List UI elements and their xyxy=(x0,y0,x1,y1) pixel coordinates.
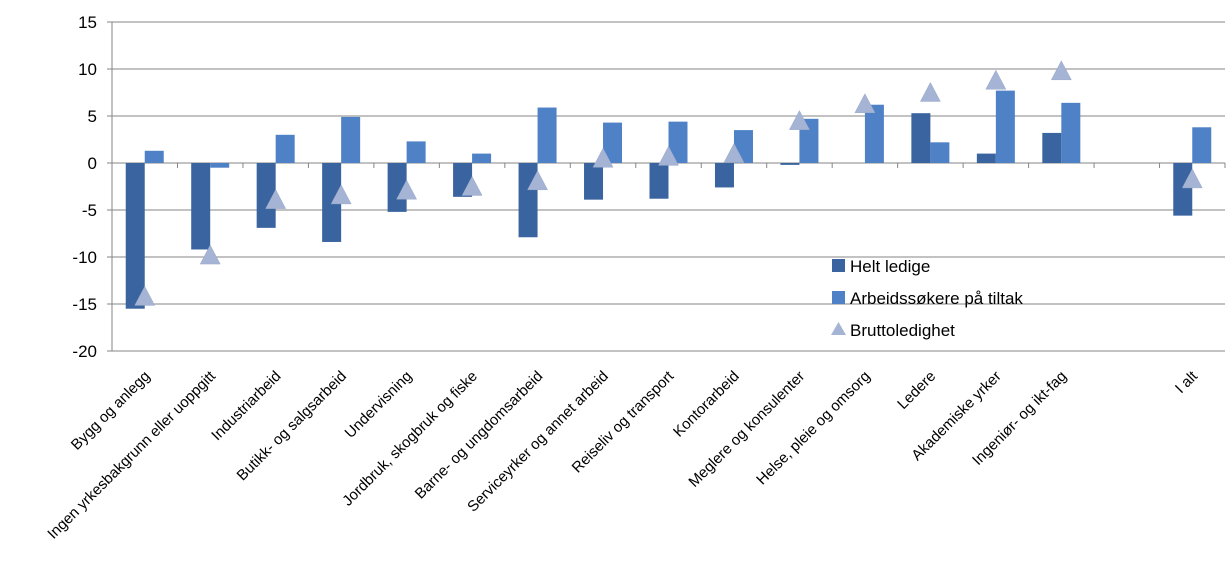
marker-bruttoledighet xyxy=(789,110,810,130)
bar-helt-ledige xyxy=(780,163,800,165)
y-tick-label: -20 xyxy=(72,342,97,361)
legend-swatch-helt-ledige xyxy=(832,259,845,272)
legend-swatch-arbeidssokere-pa-tiltak xyxy=(832,291,845,304)
bar-helt-ledige xyxy=(125,163,145,309)
x-tick-label: Barne- og ungdomsarbeid xyxy=(412,368,547,503)
x-tick-label: Jordbruk, skogbruk og fiske xyxy=(339,368,481,510)
bar-arbeidssokere-pa-tiltak xyxy=(668,121,688,163)
bar-helt-ledige xyxy=(518,163,538,238)
x-tick-label: Serviceyrker og annet arbeid xyxy=(464,368,612,516)
bar-arbeidssokere-pa-tiltak xyxy=(537,107,557,163)
y-tick-label: -10 xyxy=(72,248,97,267)
y-axis-tick-labels: 15 10 5 0 -5 -10 -15 -20 xyxy=(72,13,97,361)
bar-helt-ledige xyxy=(649,163,669,199)
grid-layer xyxy=(112,21,1225,352)
bar-arbeidssokere-pa-tiltak xyxy=(275,134,295,163)
bar-helt-ledige xyxy=(191,163,211,250)
bar-arbeidssokere-pa-tiltak xyxy=(1061,102,1081,163)
bar-helt-ledige xyxy=(1173,163,1193,216)
legend-label-bruttoledighet: Bruttoledighet xyxy=(850,321,955,340)
bar-arbeidssokere-pa-tiltak xyxy=(864,104,884,163)
marker-bruttoledighet xyxy=(919,81,941,102)
legend-label-arbeidssokere-pa-tiltak: Arbeidssøkere på tiltak xyxy=(850,289,1023,308)
y-tick-label: -15 xyxy=(72,295,97,314)
marker-bruttoledighet xyxy=(527,170,548,191)
x-tick-label: Butikk- og salgsarbeid xyxy=(234,368,350,484)
marker-bruttoledighet xyxy=(330,184,352,205)
marker-bruttoledighet xyxy=(723,143,745,163)
bar-helt-ledige xyxy=(976,153,996,163)
bar-helt-ledige xyxy=(714,163,734,188)
bar-helt-ledige xyxy=(387,163,407,212)
marker-bruttoledighet xyxy=(1181,168,1203,189)
bar-arbeidssokere-pa-tiltak xyxy=(144,150,164,163)
bar-arbeidssokere-pa-tiltak xyxy=(210,163,230,168)
bar-helt-ledige xyxy=(911,113,931,163)
bar-arbeidssokere-pa-tiltak xyxy=(1192,127,1212,163)
bar-helt-ledige xyxy=(584,163,604,200)
y-tick-label: 0 xyxy=(88,154,97,173)
bar-helt-ledige xyxy=(256,163,276,228)
bar-arbeidssokere-pa-tiltak xyxy=(406,141,426,163)
x-tick-label: I alt xyxy=(1172,367,1202,397)
x-tick-label: Undervisning xyxy=(342,368,416,442)
bar-arbeidssokere-pa-tiltak xyxy=(995,90,1015,163)
marker-bruttoledighet xyxy=(396,179,418,200)
marker-bruttoledighet xyxy=(265,189,287,209)
marker-bruttoledighet xyxy=(658,145,679,166)
marker-bruttoledighet xyxy=(592,147,614,168)
bar-layer xyxy=(125,90,1212,309)
y-tick-label: -5 xyxy=(82,201,97,220)
bar-arbeidssokere-pa-tiltak xyxy=(603,122,623,163)
x-tick-label: Ledere xyxy=(894,368,939,413)
bar-helt-ledige xyxy=(1042,132,1062,163)
bar-arbeidssokere-pa-tiltak xyxy=(930,142,950,163)
y-tick-label: 15 xyxy=(78,13,97,32)
marker-layer xyxy=(134,60,1203,306)
y-tick-label: 10 xyxy=(78,60,97,79)
marker-bruttoledighet xyxy=(854,93,876,113)
x-tick-label: Meglere og konsulenter xyxy=(685,368,808,491)
y-tick-label: 5 xyxy=(88,107,97,126)
legend: Helt ledige Arbeidssøkere på tiltak Brut… xyxy=(831,257,1023,340)
bar-arbeidssokere-pa-tiltak xyxy=(341,116,361,163)
bar-arbeidssokere-pa-tiltak xyxy=(472,153,492,163)
legend-swatch-bruttoledighet xyxy=(831,322,846,335)
x-tick-label: Kontorarbeid xyxy=(670,368,743,441)
marker-bruttoledighet xyxy=(1050,60,1072,81)
marker-bruttoledighet xyxy=(134,285,156,306)
marker-bruttoledighet xyxy=(199,244,221,265)
marker-bruttoledighet xyxy=(985,69,1007,90)
marker-bruttoledighet xyxy=(461,175,483,196)
legend-label-helt-ledige: Helt ledige xyxy=(850,257,930,276)
x-tick-label: Helse, pleie og omsorg xyxy=(753,368,874,489)
